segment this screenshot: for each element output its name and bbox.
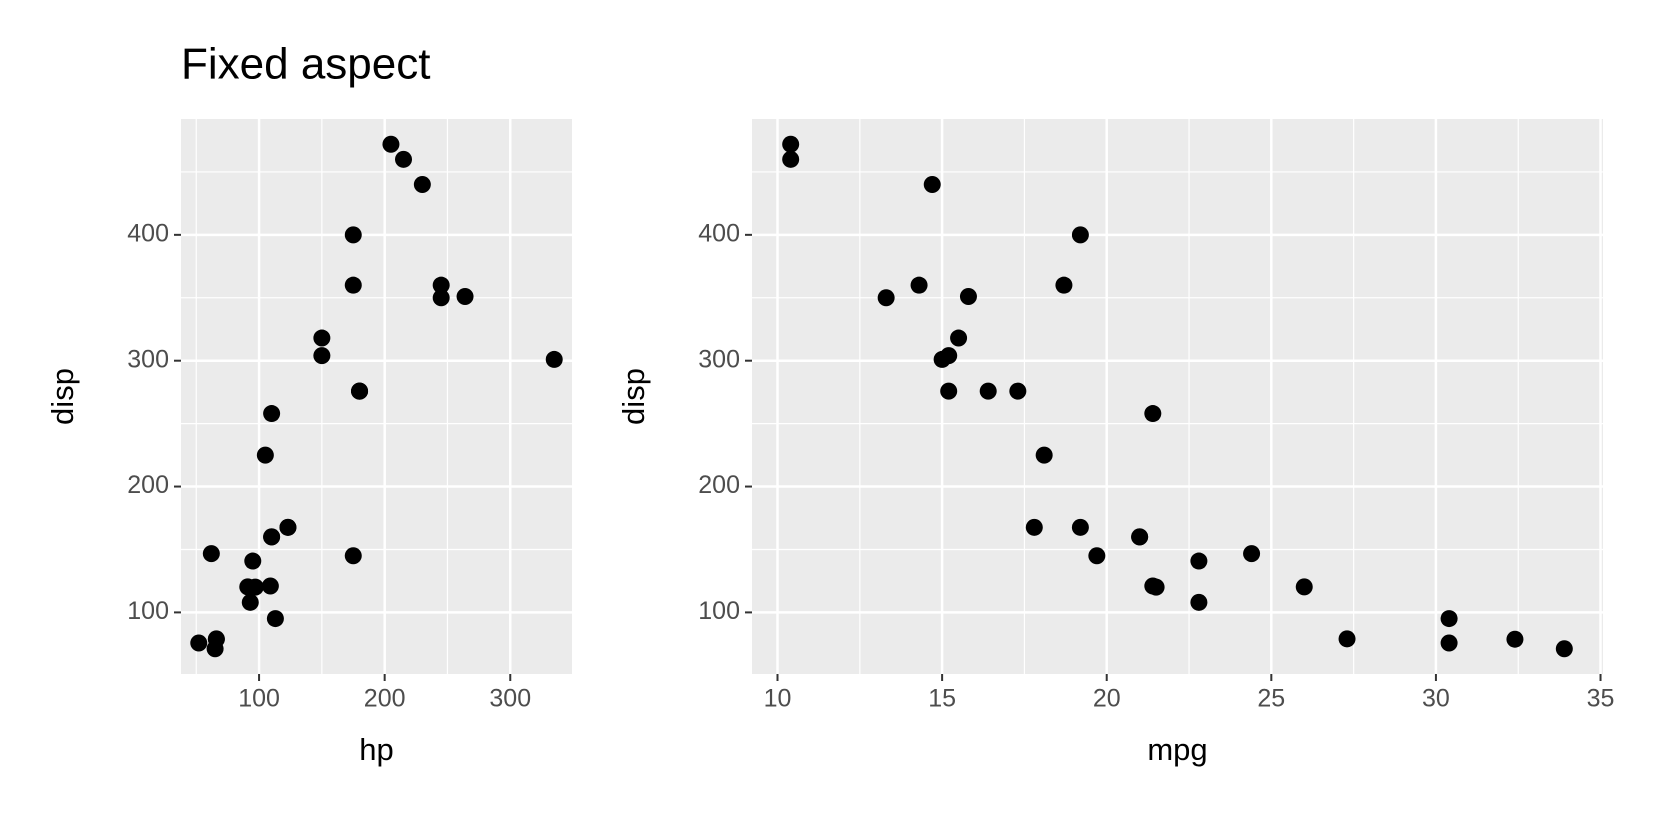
y-tick-label: 100	[127, 597, 169, 625]
point	[263, 528, 281, 546]
x-tick-label: 20	[1093, 685, 1121, 713]
point	[950, 329, 968, 347]
point	[1440, 610, 1458, 628]
point	[1088, 547, 1106, 565]
point	[1338, 630, 1356, 648]
y-tick-label: 100	[698, 597, 740, 625]
point	[344, 276, 362, 294]
point	[933, 350, 951, 368]
point	[344, 547, 362, 565]
x-axis-title: mpg	[1147, 732, 1207, 767]
point	[1440, 634, 1458, 652]
x-tick-label: 35	[1587, 685, 1615, 713]
point	[1071, 518, 1089, 536]
point	[959, 288, 977, 306]
point	[279, 518, 297, 536]
panel-background	[181, 119, 572, 674]
point	[351, 382, 369, 400]
point	[979, 382, 997, 400]
point	[382, 135, 400, 153]
y-tick-label: 200	[127, 471, 169, 499]
point	[241, 593, 259, 611]
y-tick-label: 200	[698, 471, 740, 499]
x-tick-label: 30	[1422, 685, 1450, 713]
point	[1144, 577, 1162, 595]
point	[261, 577, 279, 595]
point	[923, 176, 941, 194]
x-tick-label: 10	[764, 685, 792, 713]
point	[207, 630, 225, 648]
point	[432, 276, 450, 294]
point	[1055, 276, 1073, 294]
point	[313, 347, 331, 365]
point	[1190, 593, 1208, 611]
y-axis-title: disp	[45, 368, 80, 425]
point	[1035, 446, 1053, 464]
point	[1555, 640, 1573, 658]
point	[395, 150, 413, 168]
x-tick-label: 15	[928, 685, 956, 713]
y-axis-title: disp	[616, 368, 651, 425]
point	[313, 329, 331, 347]
x-axis-title: hp	[359, 732, 393, 767]
point	[456, 288, 474, 306]
chart-title: Fixed aspect	[181, 40, 430, 89]
y-tick-label: 400	[698, 219, 740, 247]
point	[1025, 518, 1043, 536]
point	[1131, 528, 1149, 546]
point	[1506, 630, 1524, 648]
point	[1243, 545, 1261, 563]
point	[413, 176, 431, 194]
point	[239, 578, 257, 596]
y-tick-label: 400	[127, 219, 169, 247]
point	[1009, 382, 1027, 400]
point	[263, 405, 281, 423]
point	[877, 289, 895, 307]
point	[1071, 226, 1089, 244]
point	[190, 634, 208, 652]
point	[256, 446, 274, 464]
y-tick-label: 300	[698, 345, 740, 373]
point	[1144, 405, 1162, 423]
point	[545, 350, 563, 368]
point	[344, 226, 362, 244]
point	[782, 150, 800, 168]
point	[432, 289, 450, 307]
panel-background	[752, 119, 1603, 674]
x-tick-label: 25	[1257, 685, 1285, 713]
point	[910, 276, 928, 294]
point	[202, 545, 220, 563]
point	[266, 610, 284, 628]
point	[244, 552, 262, 570]
point	[782, 135, 800, 153]
x-tick-label: 300	[489, 685, 531, 713]
y-tick-label: 300	[127, 345, 169, 373]
point	[1295, 578, 1313, 596]
x-tick-label: 100	[238, 685, 280, 713]
point	[940, 382, 958, 400]
point	[1190, 552, 1208, 570]
x-tick-label: 200	[364, 685, 406, 713]
